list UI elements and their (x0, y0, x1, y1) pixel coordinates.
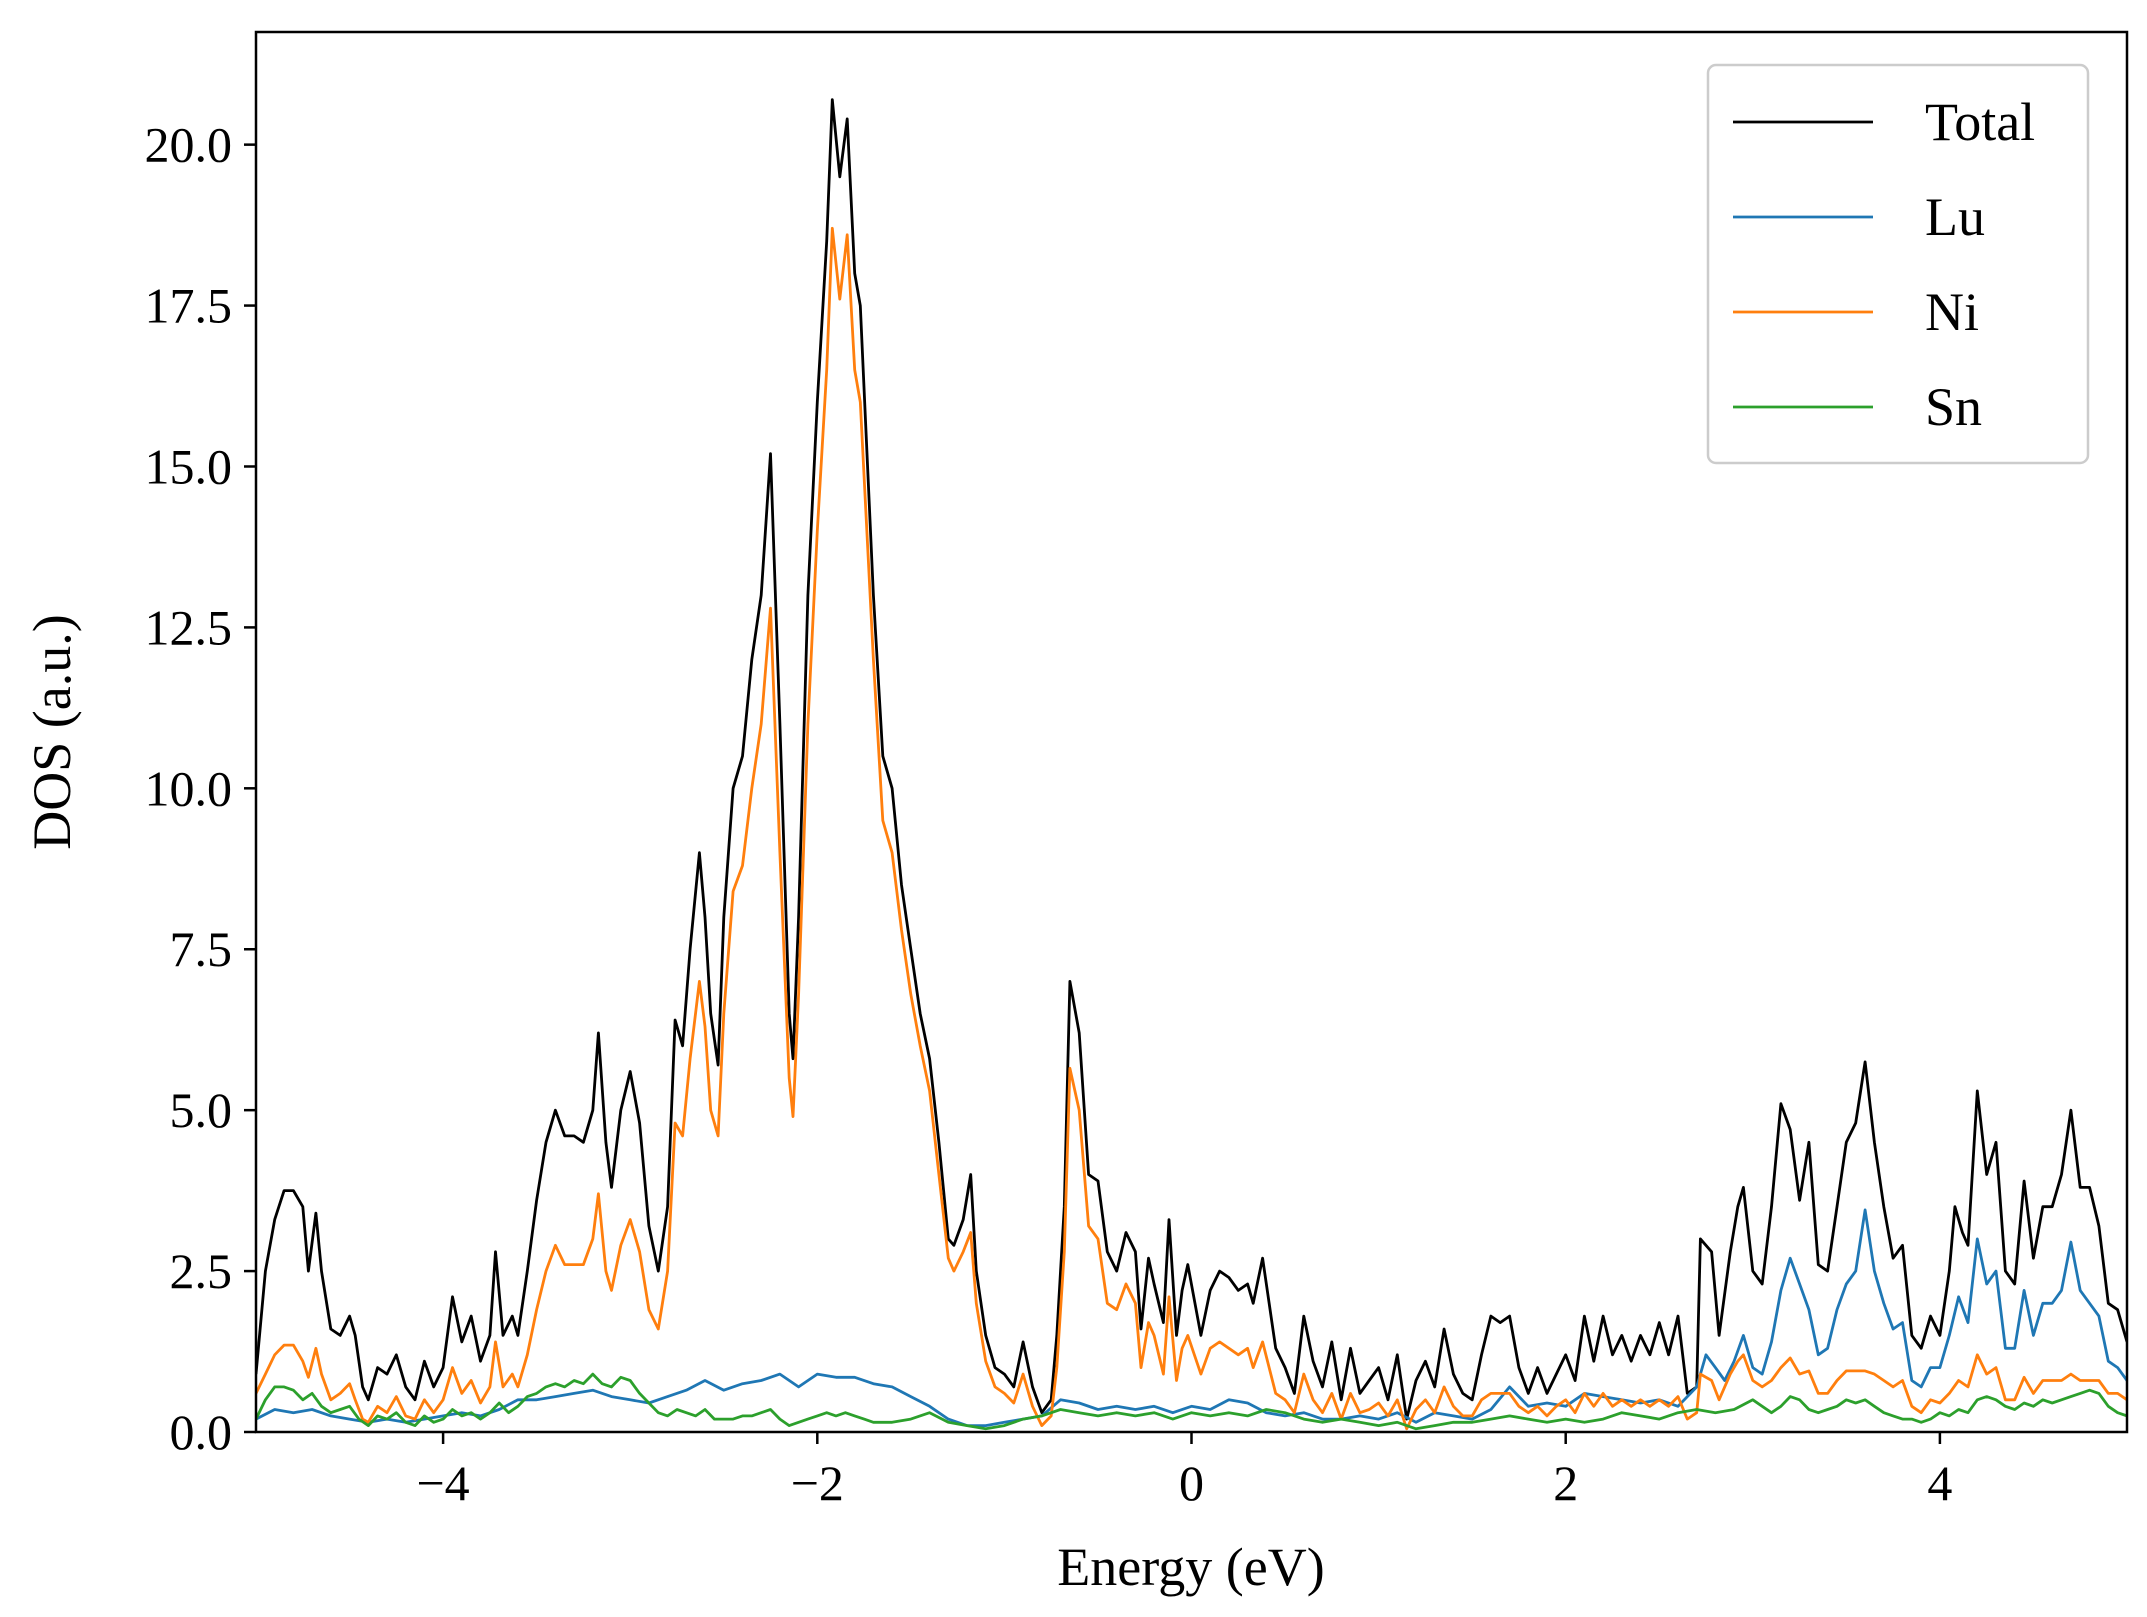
series-line-lu (256, 1208, 2127, 1427)
legend-label-ni: Ni (1925, 282, 1979, 342)
y-tick-label: 5.0 (170, 1082, 233, 1138)
y-tick-label: 7.5 (170, 921, 233, 977)
y-tick-label: 17.5 (145, 278, 233, 334)
x-tick-label: 0 (1179, 1455, 1204, 1511)
x-tick-label: 4 (1927, 1455, 1952, 1511)
legend-box (1706, 63, 2090, 465)
series-line-total (256, 98, 2127, 1421)
series-line-ni (256, 226, 2127, 1431)
y-tick-label: 0.0 (170, 1404, 233, 1460)
y-tick-label: 20.0 (145, 117, 233, 173)
y-tick-label: 2.5 (170, 1243, 233, 1299)
y-tick-label: 10.0 (145, 760, 233, 816)
y-axis: 0.0 2.5 5.0 7.5 10.0 12.5 15.0 17.5 20.0 (145, 117, 256, 1460)
x-tick-label: −4 (416, 1455, 469, 1511)
x-axis: −4 −2 0 2 4 (416, 1432, 1952, 1511)
x-axis-label: Energy (eV) (1057, 1537, 1324, 1597)
y-tick-label: 12.5 (145, 599, 233, 655)
legend: Total Lu Ni Sn (1706, 63, 2090, 465)
x-tick-label: −2 (791, 1455, 844, 1511)
series-layer (256, 98, 2127, 1431)
x-tick-label: 2 (1553, 1455, 1578, 1511)
legend-label-lu: Lu (1925, 187, 1985, 247)
series-line-sn (256, 1372, 2127, 1431)
legend-label-sn: Sn (1925, 377, 1982, 437)
y-axis-label: DOS (a.u.) (22, 614, 82, 849)
y-tick-label: 15.0 (145, 438, 233, 494)
legend-label-total: Total (1925, 92, 2035, 152)
